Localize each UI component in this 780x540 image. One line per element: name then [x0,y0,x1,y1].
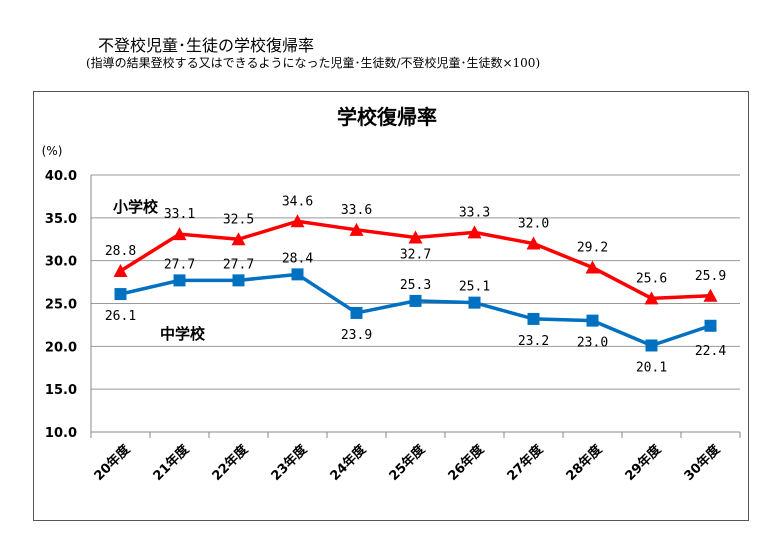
x-tick-label: 21年度 [150,441,193,484]
x-tick-label: 30年度 [681,441,724,484]
data-label: 32.0 [518,217,549,232]
data-label: 28.8 [105,244,136,259]
data-point-triangle [467,225,482,239]
data-label: 32.5 [223,212,254,227]
data-point-square [409,294,422,307]
data-point-triangle [703,288,718,302]
data-point-square [114,288,127,301]
data-label: 25.9 [695,269,726,284]
data-label: 27.7 [164,257,195,272]
data-point-triangle [231,232,246,246]
data-label: 23.9 [341,328,372,343]
data-point-triangle [585,260,600,274]
x-tick-label: 27年度 [504,441,547,484]
data-point-triangle [644,291,659,305]
data-label: 25.3 [400,278,431,293]
y-tick-label: 30.0 [45,255,77,270]
y-tick-label: 10.0 [45,426,77,441]
data-label: 20.1 [636,360,667,375]
data-label: 26.1 [105,309,136,324]
data-point-triangle [172,227,187,241]
y-tick-label: 35.0 [45,212,77,227]
x-tick-label: 22年度 [209,441,252,484]
data-point-triangle [349,222,364,236]
data-label: 33.3 [459,205,490,220]
data-point-square [468,296,481,309]
chart-title: 学校復帰率 [337,105,437,129]
x-tick-label: 24年度 [327,441,370,484]
data-label: 23.0 [577,336,608,351]
y-tick-label: 40.0 [45,169,77,184]
series-label-elementary: 小学校 [113,198,159,216]
data-point-square [527,312,540,325]
data-point-triangle [290,214,305,228]
data-point-square [704,319,717,332]
data-label: 25.6 [636,271,667,286]
data-label: 29.2 [577,241,608,256]
page-title: 不登校児童･生徒の学校復帰率 [98,36,315,55]
data-point-square [645,339,658,352]
data-label: 23.2 [518,334,549,349]
x-tick-label: 23年度 [268,441,311,484]
data-point-triangle [113,263,128,277]
data-label: 33.6 [341,203,372,218]
y-tick-label: 20.0 [45,340,77,355]
y-tick-label: 15.0 [45,383,77,398]
data-label: 33.1 [164,207,195,222]
page-subtitle: (指導の結果登校する又はできるようになった児童･生徒数/不登校児童･生徒数×10… [86,56,541,70]
data-point-triangle [526,236,541,250]
data-label: 25.1 [459,280,490,295]
x-tick-label: 26年度 [445,441,488,484]
series-label-junior-high: 中学校 [160,325,206,343]
data-label: 27.7 [223,257,254,272]
data-point-square [350,306,363,319]
y-axis-unit: (%) [42,144,63,158]
data-point-square [586,314,599,327]
y-tick-label: 25.0 [45,298,77,313]
x-tick-label: 29年度 [622,441,665,484]
data-label: 32.7 [400,248,431,263]
chart-frame [33,91,749,521]
data-label: 28.4 [282,251,313,266]
data-label: 34.6 [282,194,313,209]
x-tick-label: 20年度 [91,441,134,484]
data-point-triangle [408,230,423,244]
data-point-square [173,274,186,287]
data-point-square [232,274,245,287]
x-tick-label: 25年度 [386,441,429,484]
x-tick-label: 28年度 [563,441,606,484]
data-point-square [291,268,304,281]
data-label: 22.4 [695,344,726,359]
